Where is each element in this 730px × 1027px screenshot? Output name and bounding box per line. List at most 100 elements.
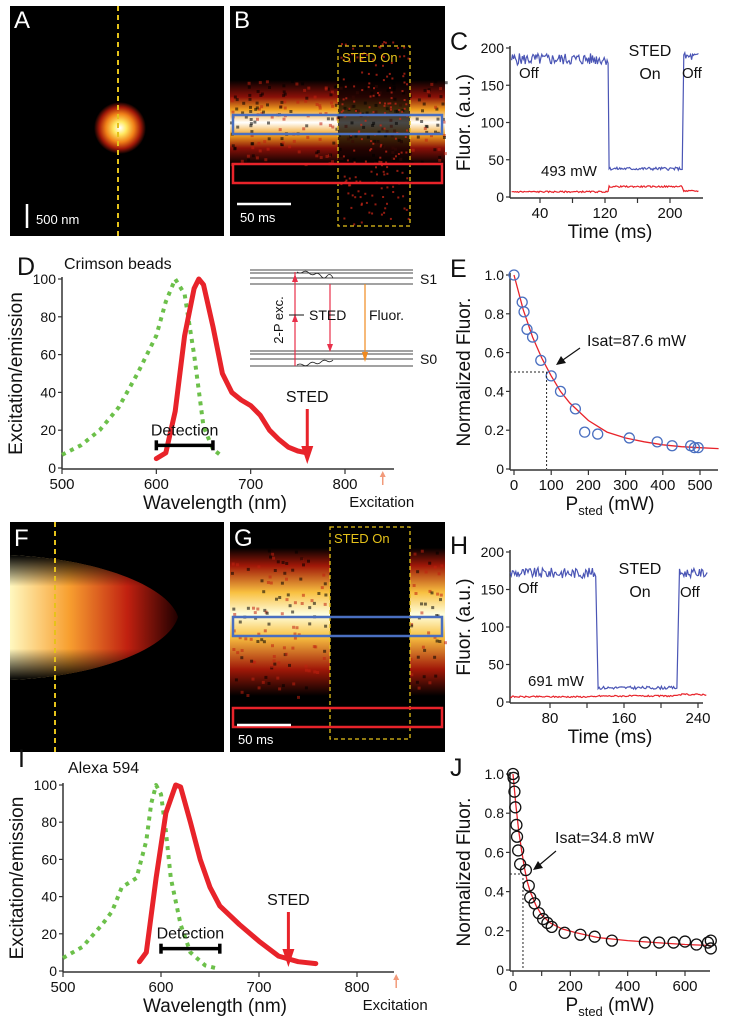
panel-b-noise-pixel bbox=[329, 153, 332, 157]
panel-b-noise-pixel bbox=[335, 99, 339, 103]
sted-noise-pixel bbox=[373, 87, 375, 90]
panel-g-noise-pixel bbox=[427, 631, 431, 635]
panel-b-noise-pixel bbox=[282, 90, 286, 94]
panel-g-noise-pixel bbox=[269, 581, 273, 585]
isat-label: Isat=34.8 mW bbox=[555, 830, 655, 847]
panel-b-noise-pixel bbox=[304, 99, 308, 103]
panel-b-noise-pixel bbox=[436, 117, 440, 121]
sted-noise-pixel bbox=[355, 180, 358, 183]
panel-b-noise-pixel bbox=[255, 106, 259, 110]
sted-noise-pixel bbox=[345, 179, 348, 182]
panel-g-noise-pixel bbox=[263, 608, 267, 612]
sted-noise-pixel bbox=[348, 107, 351, 110]
sted-noise-pixel bbox=[370, 148, 373, 150]
panel-b-noise-pixel bbox=[335, 127, 339, 131]
panel-g-noise-pixel bbox=[416, 655, 420, 659]
x-axis-label: Wavelength (nm) bbox=[143, 493, 287, 514]
y-axis-label: Excitation/emission bbox=[6, 292, 27, 455]
y-tick-label: 0.8 bbox=[485, 306, 505, 322]
panel-b-noise-pixel bbox=[305, 124, 309, 128]
panel-b-noise-pixel bbox=[425, 125, 429, 129]
panel-g-noise-pixel bbox=[281, 684, 285, 688]
sted-noise-pixel bbox=[384, 207, 387, 210]
panel-g-noise-pixel bbox=[444, 641, 447, 645]
panel-g-noise-pixel bbox=[293, 632, 297, 636]
y-tick-label: 200 bbox=[481, 40, 505, 56]
sted-noise-pixel bbox=[368, 106, 371, 109]
panel-b-noise-pixel bbox=[260, 92, 264, 96]
x-tick-label: 700 bbox=[238, 476, 263, 493]
y-tick-label: 0 bbox=[496, 461, 504, 477]
panel-g-noise-pixel bbox=[288, 663, 291, 667]
sted-noise-pixel bbox=[357, 190, 360, 193]
panel-g-noise-pixel bbox=[323, 602, 327, 606]
panel-g-noise-pixel bbox=[307, 669, 311, 673]
panel-g-noise-pixel bbox=[276, 676, 280, 680]
panel-b-noise-pixel bbox=[296, 100, 300, 104]
sted-noise-pixel bbox=[405, 103, 408, 106]
panel-b-noise-pixel bbox=[424, 138, 428, 142]
panel-g-noise-pixel bbox=[265, 611, 269, 615]
sted-noise-pixel bbox=[383, 55, 385, 58]
isat-arrow-head bbox=[556, 356, 566, 365]
panel-b-noise-pixel bbox=[315, 154, 319, 158]
panel-g-noise-pixel bbox=[276, 560, 280, 564]
panel-g-noise-pixel bbox=[257, 686, 261, 690]
panel-b-noise-pixel bbox=[325, 155, 329, 158]
panel-b-noise-pixel bbox=[297, 150, 301, 154]
panel-b-noise-pixel bbox=[421, 109, 424, 113]
sted-power-label: 493 mW bbox=[541, 163, 598, 180]
sted-noise-pixel bbox=[390, 62, 393, 64]
panel-g-noise-pixel bbox=[292, 625, 296, 629]
y-axis-label: Normalized Fluor. bbox=[454, 798, 475, 947]
panel-b-noise-pixel bbox=[425, 130, 429, 134]
data-point bbox=[558, 926, 571, 939]
panel-g-noise-pixel bbox=[236, 651, 240, 655]
panel-g-noise-pixel bbox=[292, 682, 296, 686]
bead-edge-shade bbox=[10, 555, 178, 680]
data-point bbox=[653, 936, 666, 949]
data-point bbox=[574, 928, 587, 941]
panel-g-noise-pixel bbox=[436, 592, 440, 596]
x-tick-label: 80 bbox=[542, 710, 559, 727]
panel-g-noise-pixel bbox=[240, 656, 244, 660]
panel-g-noise-pixel bbox=[301, 593, 305, 597]
panel-b-noise-pixel bbox=[423, 127, 427, 131]
data-point bbox=[666, 440, 678, 452]
panel-g-noise-pixel bbox=[410, 624, 414, 628]
arrow-head bbox=[292, 314, 298, 322]
sted-noise-pixel bbox=[392, 191, 395, 193]
panel-g-noise-pixel bbox=[278, 596, 282, 599]
x-tick-label: 200 bbox=[558, 978, 583, 995]
panel-g-noise-pixel bbox=[417, 686, 421, 690]
panel-b-noise-pixel bbox=[265, 80, 269, 84]
data-point bbox=[519, 863, 533, 877]
sted-noise-pixel bbox=[370, 170, 373, 173]
panel-g-noise-pixel bbox=[302, 563, 305, 567]
panel-b-noise-pixel bbox=[280, 137, 284, 141]
panel-b-noise-pixel bbox=[260, 105, 264, 109]
panel-b-noise-pixel bbox=[333, 85, 337, 89]
sted-noise-pixel bbox=[384, 41, 387, 44]
panel-label-j: J bbox=[450, 754, 463, 782]
panel-g-noise-pixel bbox=[317, 592, 321, 595]
panel-b-noise-pixel bbox=[318, 104, 322, 108]
panel-g-noise-pixel bbox=[435, 551, 439, 555]
data-point bbox=[545, 920, 558, 934]
panel-g-noise-pixel bbox=[316, 671, 320, 674]
panel-b-noise-pixel bbox=[249, 105, 252, 109]
panel-g-noise-pixel bbox=[262, 590, 266, 594]
panel-b-noise-pixel bbox=[334, 103, 338, 107]
panel-g-noise-pixel bbox=[307, 559, 310, 563]
fit-curve bbox=[513, 274, 719, 450]
excitation-arrow-head bbox=[393, 974, 400, 980]
data-point bbox=[512, 844, 525, 857]
panel-g-noise-pixel bbox=[428, 681, 432, 685]
sted-noise-pixel bbox=[359, 56, 362, 59]
x-tick-label: 500 bbox=[687, 477, 712, 494]
sted-noise-pixel bbox=[386, 172, 389, 175]
panel-b-noise-pixel bbox=[248, 97, 252, 101]
scale-bar-label: 50 ms bbox=[240, 210, 276, 225]
data-point bbox=[518, 306, 530, 318]
sted-noise-pixel bbox=[340, 110, 343, 113]
